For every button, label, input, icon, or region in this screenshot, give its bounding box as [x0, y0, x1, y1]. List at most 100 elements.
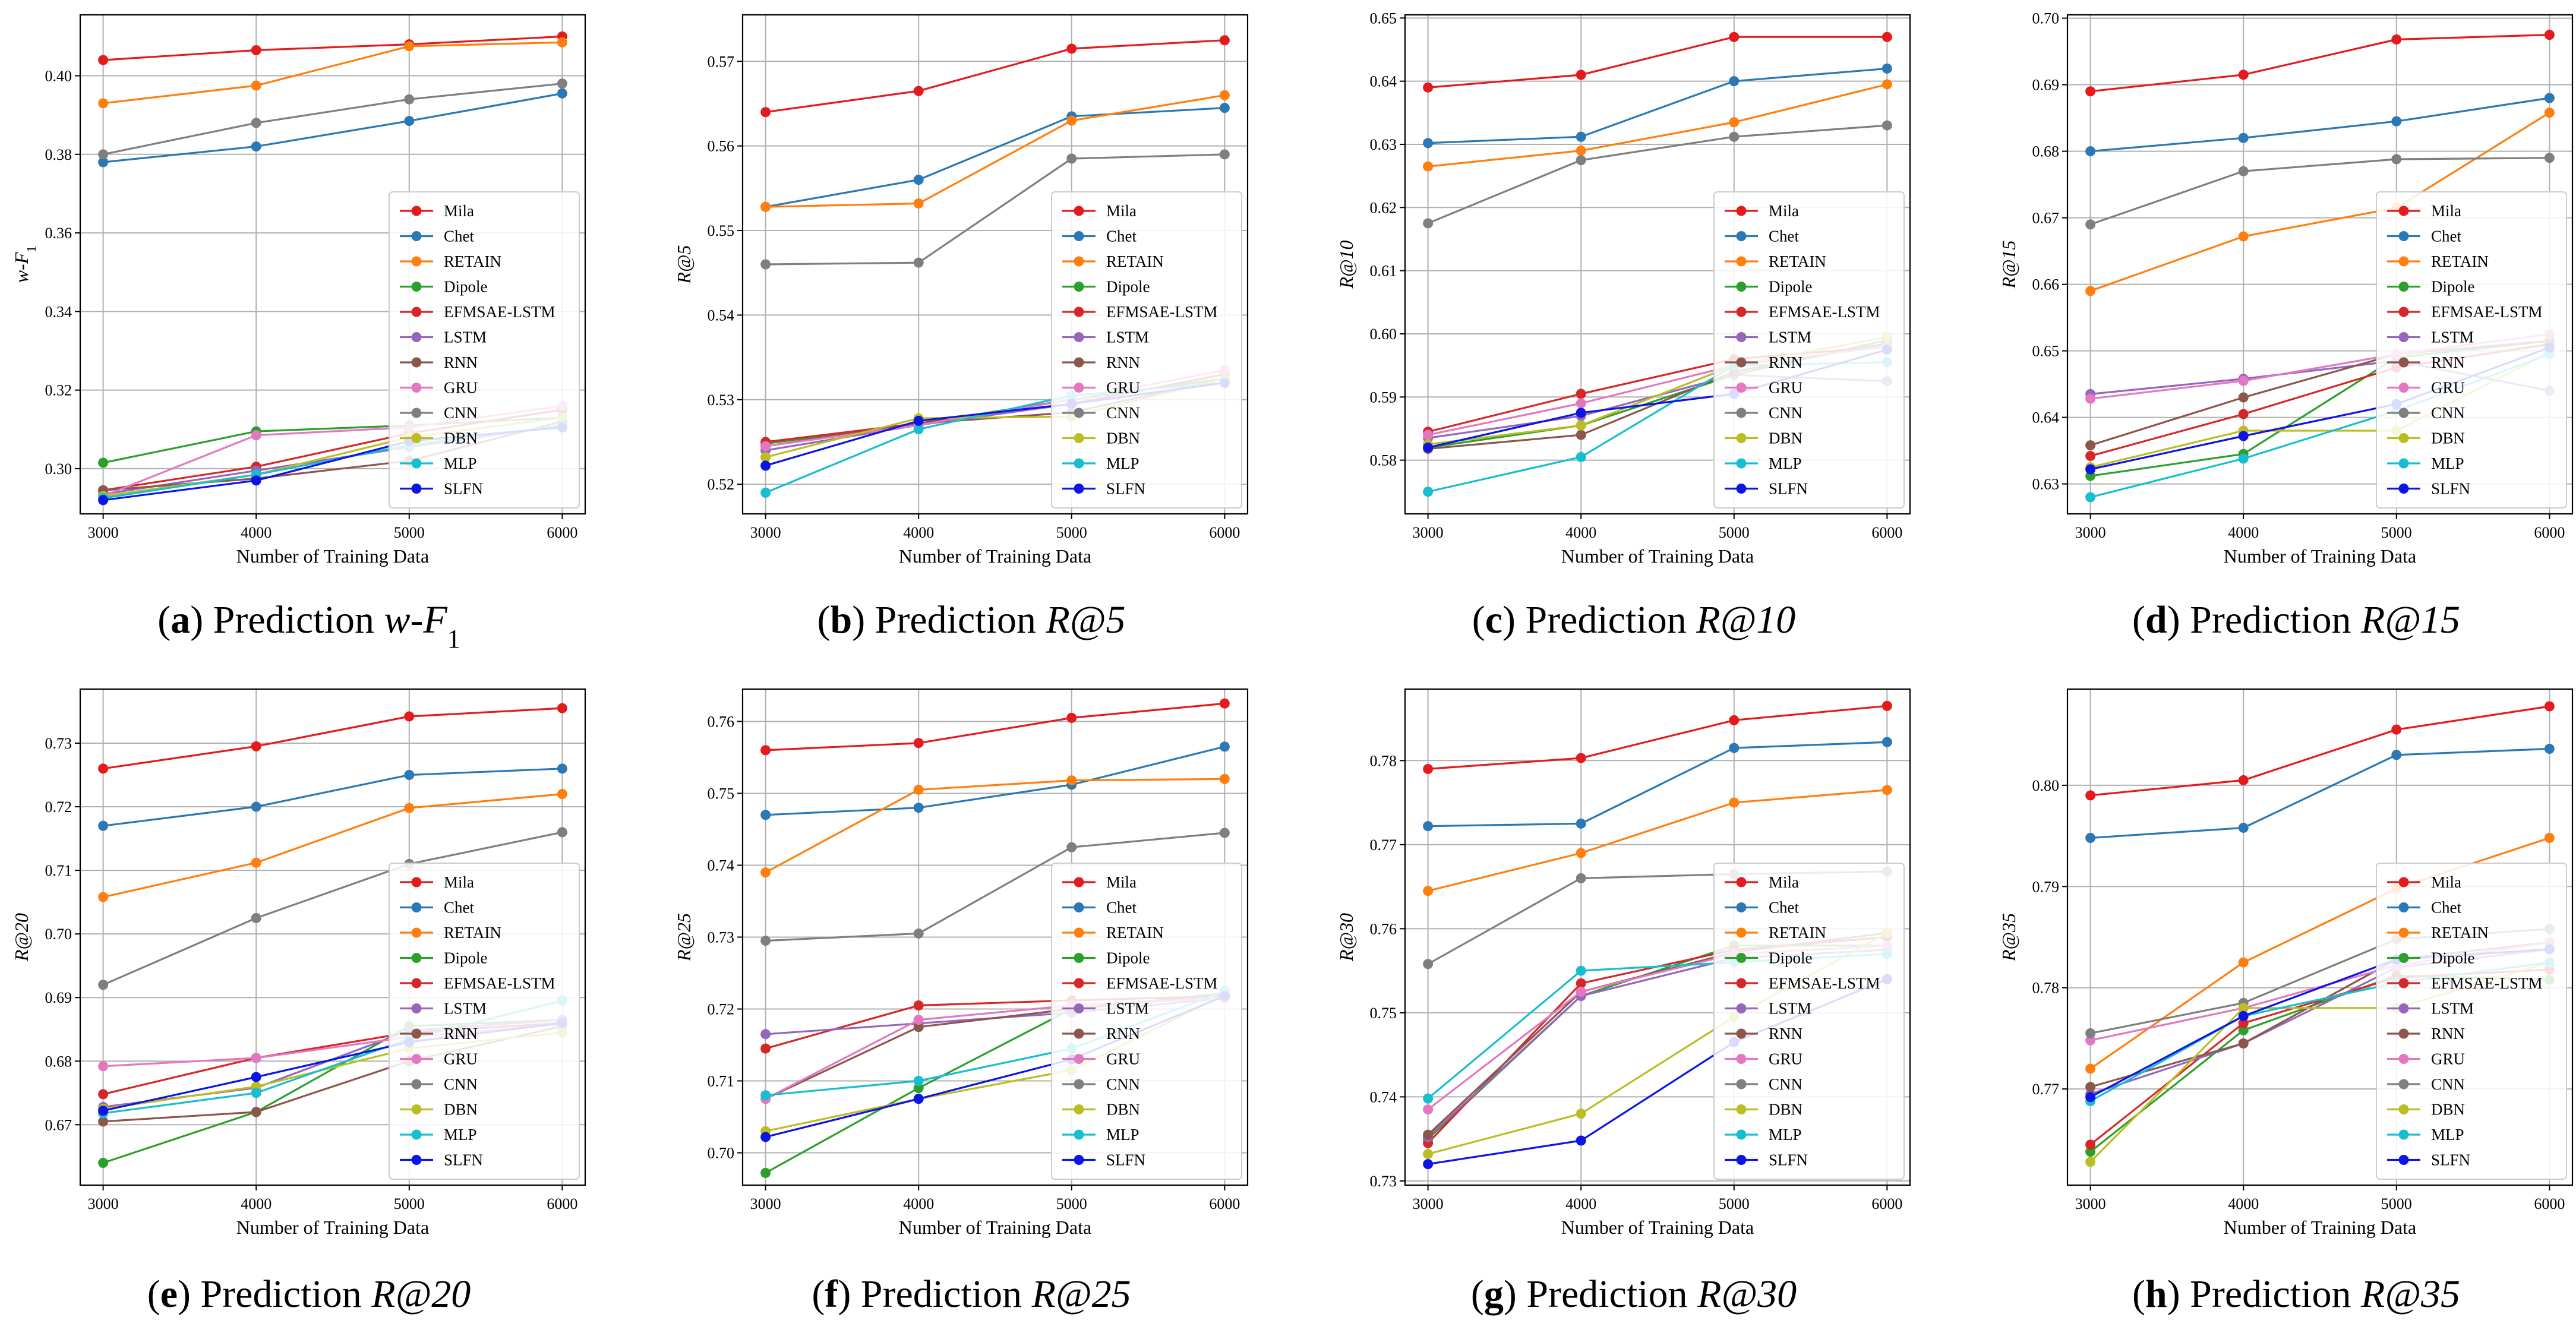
- data-point-gru: [251, 430, 261, 441]
- data-point-dipole: [913, 1083, 924, 1094]
- legend-entry: LSTM: [1106, 329, 1149, 346]
- panel-caption: (f) Prediction R@25: [812, 1272, 1131, 1316]
- legend-marker: [1074, 231, 1084, 241]
- legend-entry: Chet: [2431, 899, 2461, 917]
- data-point-retain: [1219, 90, 1230, 100]
- legend-entry: EFMSAE-LSTM: [1769, 303, 1880, 321]
- data-point-gru: [2085, 393, 2096, 404]
- legend-entry: Chet: [444, 228, 474, 245]
- y-tick-label: 0.62: [1370, 199, 1397, 216]
- x-tick-label: 4000: [241, 1195, 272, 1212]
- data-point-retain: [557, 789, 567, 800]
- data-point-chet: [404, 116, 415, 127]
- data-point-mila: [1066, 712, 1077, 723]
- data-point-rnn: [1423, 1129, 1434, 1140]
- x-tick-label: 5000: [394, 1195, 425, 1212]
- data-point-retain: [1219, 773, 1230, 784]
- data-point-retain: [760, 867, 771, 878]
- data-point-mila: [1882, 700, 1892, 711]
- legend-entry: EFMSAE-LSTM: [2431, 974, 2543, 992]
- data-point-dbn: [2238, 1003, 2249, 1013]
- legend-entry: LSTM: [2431, 329, 2474, 346]
- legend-entry: Chet: [1769, 899, 1799, 917]
- data-point-chet: [2238, 822, 2249, 833]
- data-point-rnn: [2085, 440, 2096, 451]
- data-point-mlp: [251, 1088, 261, 1098]
- data-point-mila: [1576, 753, 1586, 763]
- data-point-rnn: [251, 1107, 261, 1117]
- data-point-dbn: [1423, 1149, 1434, 1160]
- legend-entry: GRU: [2431, 1050, 2465, 1068]
- x-axis-label: Number of Training Data: [236, 1217, 429, 1238]
- data-point-efmsae-lstm: [760, 1043, 771, 1054]
- y-tick-label: 0.40: [45, 68, 72, 85]
- legend-entry: Dipole: [2431, 949, 2475, 967]
- legend-marker: [411, 231, 422, 241]
- series-line-mila: [2090, 34, 2550, 93]
- data-point-chet: [2544, 744, 2555, 754]
- legend-entry: EFMSAE-LSTM: [444, 303, 555, 321]
- data-point-rnn: [913, 1022, 924, 1032]
- series-line-retain: [2090, 112, 2550, 292]
- legend-entry: Dipole: [1769, 278, 1813, 296]
- data-point-mila: [404, 711, 415, 722]
- legend-entry: SLFN: [1769, 480, 1808, 498]
- legend-entry: Mila: [2431, 202, 2461, 220]
- legend-entry: Mila: [1106, 873, 1137, 891]
- legend-marker: [1736, 1155, 1747, 1165]
- data-point-cnn: [1576, 155, 1586, 166]
- y-axis-label: R@5: [673, 245, 694, 285]
- x-tick-label: 5000: [1719, 1195, 1750, 1212]
- data-point-slfn: [1423, 442, 1434, 453]
- legend-marker: [411, 408, 422, 418]
- data-point-cnn: [1219, 149, 1230, 160]
- panel-caption: (d) Prediction R@15: [2132, 598, 2460, 642]
- legend-entry: LSTM: [444, 1000, 487, 1018]
- data-point-mila: [1423, 763, 1434, 774]
- data-point-mila: [913, 738, 924, 749]
- x-tick-label: 4000: [2228, 1195, 2259, 1212]
- legend-marker: [1736, 1129, 1747, 1140]
- legend-box: [389, 191, 580, 509]
- data-point-slfn: [913, 415, 924, 426]
- data-point-retain: [760, 201, 771, 212]
- y-tick-label: 0.77: [1370, 836, 1397, 854]
- legend-entry: GRU: [1769, 1050, 1802, 1068]
- y-tick-label: 0.69: [2032, 77, 2060, 94]
- x-tick-label: 4000: [1565, 524, 1596, 541]
- legend-marker: [1736, 231, 1747, 241]
- series-line-chet: [1428, 67, 1887, 144]
- legend-entry: CNN: [444, 404, 478, 422]
- y-tick-label: 0.67: [2032, 210, 2060, 227]
- legend-marker: [2398, 307, 2409, 317]
- legend-marker: [2398, 927, 2409, 938]
- x-tick-label: 6000: [1871, 524, 1902, 541]
- data-point-cnn: [557, 827, 567, 838]
- legend-entry: CNN: [1769, 404, 1802, 422]
- legend-marker: [411, 256, 422, 267]
- data-point-gru: [2085, 1035, 2096, 1046]
- data-point-retain: [1066, 775, 1077, 786]
- data-point-cnn: [1729, 131, 1740, 142]
- y-tick-label: 0.69: [45, 989, 72, 1006]
- legend: Mila Chet RETAIN Dipole EFMSAE-LSTM LSTM RNN GR…: [1713, 191, 1905, 509]
- data-point-dipole: [98, 1158, 109, 1169]
- data-point-retain: [404, 803, 415, 813]
- data-point-retain: [2085, 286, 2096, 296]
- legend-marker: [1736, 902, 1747, 912]
- data-point-cnn: [2391, 154, 2402, 165]
- x-tick-label: 4000: [241, 524, 272, 541]
- legend-entry: SLFN: [444, 1151, 483, 1169]
- legend-entry: Dipole: [1106, 278, 1150, 296]
- y-tick-label: 0.75: [708, 785, 735, 802]
- legend-entry: EFMSAE-LSTM: [1106, 303, 1218, 321]
- data-point-chet: [251, 801, 261, 812]
- data-point-mila: [251, 45, 261, 56]
- legend-marker: [1074, 1054, 1084, 1064]
- legend-entry: Mila: [1769, 202, 1799, 220]
- data-point-retain: [2544, 108, 2555, 118]
- x-tick-label: 5000: [1056, 524, 1087, 541]
- data-point-chet: [1576, 131, 1586, 142]
- data-point-chet: [1423, 821, 1434, 832]
